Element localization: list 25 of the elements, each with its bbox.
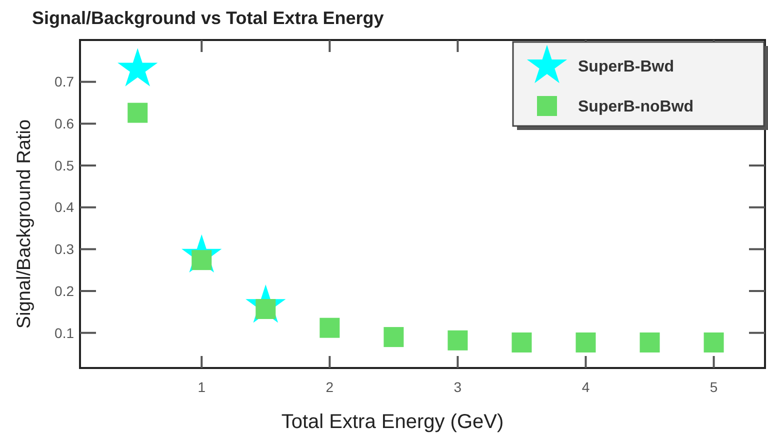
y-tick-label: 0.4 (54, 199, 74, 216)
point (320, 318, 340, 338)
x-tick-label: 4 (582, 379, 590, 395)
y-tick-label: 0.2 (54, 282, 74, 299)
point (704, 332, 724, 352)
point (118, 48, 158, 86)
x-axis-title: Total Extra Energy (GeV) (281, 411, 504, 433)
y-tick-label: 0.5 (54, 157, 74, 174)
x-tick-label: 5 (710, 379, 718, 395)
x-tick-label: 1 (198, 379, 206, 395)
y-tick-label: 0.1 (54, 324, 74, 341)
x-tick-label: 3 (454, 379, 462, 395)
point (448, 330, 468, 350)
y-axis-title: Signal/Background Ratio (14, 119, 35, 329)
y-tick-label: 0.7 (54, 74, 74, 90)
point (512, 332, 532, 352)
x-tick-label: 2 (326, 379, 334, 395)
legend-label: SuperB-noBwd (578, 98, 694, 116)
point (640, 332, 660, 352)
point (384, 327, 404, 348)
legend-label: SuperB-Bwd (578, 58, 674, 76)
y-tick-label: 0.3 (54, 241, 74, 258)
point (576, 332, 596, 352)
chart-title: Signal/Background vs Total Extra Energy (32, 8, 384, 28)
y-tick-label: 0.6 (54, 116, 74, 132)
